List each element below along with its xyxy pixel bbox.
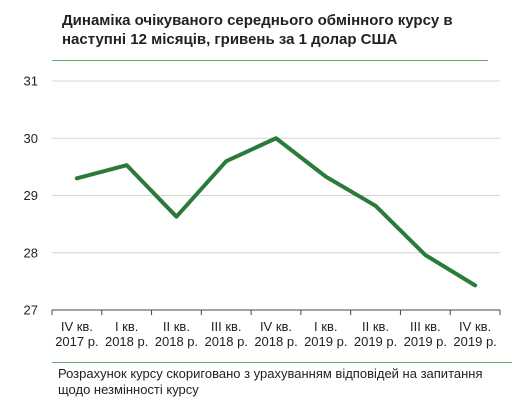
x-tick-year: 2018 р. [254, 334, 297, 349]
x-tick-label: I кв. 2019 р. [304, 319, 347, 349]
x-tick-quarter: IV кв. [260, 319, 292, 334]
x-tick-year: 2018 р. [205, 334, 248, 349]
x-tick-year: 2019 р. [453, 334, 496, 349]
title-divider [52, 60, 488, 61]
x-tick-quarter: II кв. [163, 319, 190, 334]
x-tick-year: 2018 р. [105, 334, 148, 349]
x-tick-label: II кв. 2018 р. [155, 319, 198, 349]
y-tick-label: 28 [24, 245, 38, 260]
x-tick-year: 2019 р. [404, 334, 447, 349]
y-axis-ticks: 27 28 29 30 31 [24, 74, 38, 318]
y-tick-label: 31 [24, 74, 38, 89]
series-layer [74, 136, 478, 288]
y-tick-label: 29 [24, 188, 38, 203]
footnote-divider [52, 362, 512, 363]
x-tick-label: III кв. 2019 р. [404, 319, 447, 349]
x-tick-year: 2018 р. [155, 334, 198, 349]
x-tick-year: 2017 р. [55, 334, 98, 349]
x-tick-label: IV кв. 2018 р. [254, 319, 297, 349]
x-tick-quarter: IV кв. [61, 319, 93, 334]
y-tick-label: 30 [24, 131, 38, 146]
series-line [74, 136, 478, 288]
x-tick-year: 2019 р. [354, 334, 397, 349]
x-tick-quarter: I кв. [314, 319, 337, 334]
chart-title: Динаміка очікуваного середнього обмінног… [62, 12, 453, 48]
x-tick-quarter: IV кв. [459, 319, 491, 334]
x-tick-label: II кв. 2019 р. [354, 319, 397, 349]
x-tick-quarter: III кв. [211, 319, 242, 334]
x-tick-quarter: III кв. [410, 319, 441, 334]
x-tick-year: 2019 р. [304, 334, 347, 349]
footnote: Розрахунок курсу скориговано з урахуванн… [58, 366, 483, 397]
y-tick-label: 27 [24, 303, 38, 318]
x-tick-quarter: II кв. [362, 319, 389, 334]
x-tick-label: IV кв. 2019 р. [453, 319, 496, 349]
x-tick-label: III кв. 2018 р. [205, 319, 248, 349]
x-tick-label: I кв. 2018 р. [105, 319, 148, 349]
x-tick-quarter: I кв. [115, 319, 138, 334]
x-axis [51, 309, 501, 315]
x-tick-label: IV кв. 2017 р. [55, 319, 98, 349]
x-axis-ticks: IV кв. 2017 р.I кв. 2018 р.II кв. 2018 р.II… [55, 319, 497, 349]
